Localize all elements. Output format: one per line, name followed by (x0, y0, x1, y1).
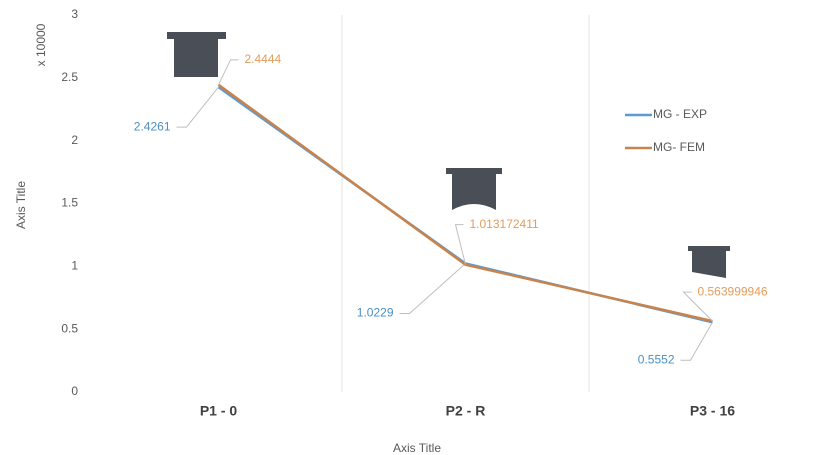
x-axis-title: Axis Title (393, 441, 441, 455)
data-label: 1.0229 (357, 306, 394, 320)
leader-line (399, 263, 466, 314)
display-unit: x 10000 (34, 23, 48, 66)
y-tick-label: 2 (71, 133, 78, 147)
data-label: 2.4444 (245, 52, 282, 66)
leader-line (680, 321, 713, 361)
icon (446, 168, 502, 210)
leader-line (218, 59, 239, 86)
x-tick-label: P3 - 16 (690, 403, 735, 419)
y-tick-label: 3 (71, 7, 78, 21)
y-tick-label: 2.5 (61, 70, 78, 84)
icon (167, 32, 226, 77)
data-label: 1.013172411 (470, 217, 540, 231)
icons (167, 32, 730, 278)
y-tick-label: 1.5 (61, 196, 78, 210)
leader-line (176, 86, 219, 128)
leader-line (682, 291, 713, 322)
data-label: 0.563999946 (698, 284, 768, 298)
y-tick-label: 1 (71, 259, 78, 273)
y-tick-label: 0.5 (61, 321, 78, 335)
leader-line (454, 224, 466, 265)
icon (688, 246, 730, 278)
legend-label: MG- FEM (653, 140, 705, 154)
x-tick-label: P2 - R (446, 403, 486, 419)
y-tick-label: 0 (71, 384, 78, 398)
data-label: 2.4261 (134, 119, 171, 133)
y-axis-title: Axis Title (14, 181, 28, 229)
data-label: 0.5552 (638, 352, 675, 366)
legend-label: MG - EXP (653, 107, 707, 121)
x-tick-label: P1 - 0 (200, 403, 238, 419)
